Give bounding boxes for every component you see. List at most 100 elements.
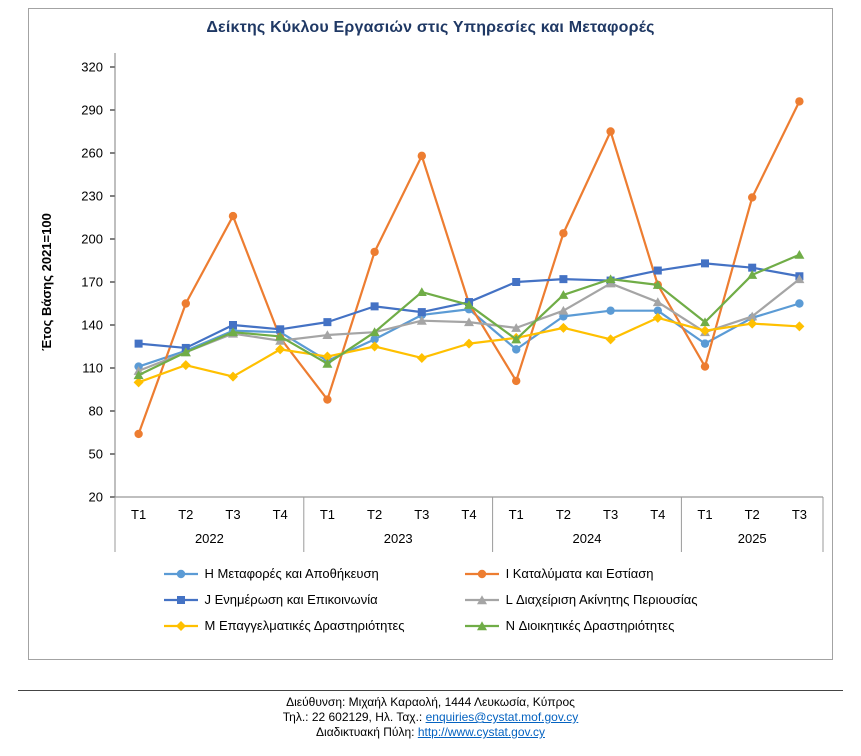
footer-email-link[interactable]: enquiries@cystat.mof.gov.cy [425,710,579,724]
data-point-circle [700,362,709,371]
legend-item: N Διοικητικές Δραστηριότητες [464,618,698,633]
y-tick-label: 290 [81,103,103,118]
data-point-diamond [699,325,710,336]
data-point-square [511,278,520,286]
footer-address: Διεύθυνση: Μιχαήλ Καραολή, 1444 Λευκωσία… [286,695,575,709]
data-point-triangle [652,297,663,307]
x-year-label: 2023 [383,531,412,546]
legend-label: N Διοικητικές Δραστηριότητες [505,618,675,633]
data-point-diamond [274,344,285,355]
x-tick-label: T2 [744,507,759,522]
legend-marker-triangle [464,594,499,604]
data-point-triangle [227,327,238,337]
data-point-diamond [321,351,332,362]
data-point-diamond [133,377,144,388]
data-point-diamond [652,312,663,323]
data-point-triangle [510,323,521,332]
legend-label: H Μεταφορές και Αποθήκευση [204,566,379,581]
data-point-diamond [463,338,474,349]
chart-title: Δείκτης Κύκλου Εργασιών στις Υπηρεσίες κ… [206,19,655,36]
legend-label: I Καταλύματα και Εστίαση [505,566,654,581]
data-point-triangle [557,290,568,299]
footer-portal-link[interactable]: http://www.cystat.gov.cy [417,725,545,739]
y-tick-label: 140 [81,318,103,333]
data-point-triangle [416,287,427,297]
legend-label: M Επαγγελματικές Δραστηριότητες [204,618,405,633]
data-point-diamond [416,352,427,363]
data-point-diamond [793,321,804,332]
x-tick-label: T4 [272,507,287,522]
x-tick-label: T4 [650,507,665,522]
y-tick-label: 20 [88,490,102,505]
data-point-square [134,339,143,348]
y-axis-title: Έτος Βάσης 2021=100 [39,213,54,351]
legend-marker-circle [163,569,198,578]
data-point-diamond [557,322,568,333]
footer: Διεύθυνση: Μιχαήλ Καραολή, 1444 Λευκωσία… [18,690,843,740]
data-point-square [322,318,331,327]
data-point-diamond [746,318,757,329]
data-point-circle [747,193,756,202]
data-point-triangle [605,274,616,284]
x-tick-label: T1 [319,507,334,522]
legend-label: J Ενημέρωση και Επικοινωνία [204,592,378,607]
y-tick-label: 80 [88,404,102,419]
data-point-circle [700,339,709,348]
chart-legend: H Μεταφορές και Αποθήκευση I Καταλύματα κ… [29,566,832,633]
data-point-circle [558,229,568,238]
data-point-square [747,263,756,272]
data-point-circle [605,127,615,136]
series-line [136,316,801,384]
data-point-diamond [227,371,238,382]
x-year-label: 2022 [194,531,223,546]
legend-marker-square [163,595,198,604]
footer-portal-label: Διαδικτυακή Πύλη: [316,725,418,739]
legend-label: L Διαχείριση Ακίνητης Περιουσίας [505,592,698,607]
y-tick-label: 200 [81,232,103,247]
data-point-triangle [699,317,710,327]
data-point-circle [605,306,615,315]
line-chart-plot: 20 50 80 110 140 170 200 230 260 290 320 Έτος Βάσης… [39,53,823,552]
x-tick-label: T2 [367,507,382,522]
data-point-circle [369,247,379,257]
x-year-label: 2024 [572,531,601,546]
legend-item: M Επαγγελματικές Δραστηριότητες [163,618,405,633]
data-point-circle [133,429,143,439]
data-point-circle [322,395,332,404]
data-point-square [558,275,567,284]
x-tick-label: T3 [414,507,429,522]
data-point-circle [794,299,804,308]
data-point-triangle [463,300,474,309]
data-point-triangle [793,249,804,259]
data-point-triangle [133,370,144,380]
footer-phone-label: Τηλ.: 22 602129, Ηλ. Ταχ.: [282,710,426,724]
data-point-triangle [746,311,757,321]
legend-item: H Μεταφορές και Αποθήκευση [163,566,405,581]
y-tick-label: 230 [81,189,103,204]
x-tick-label: T3 [603,507,618,522]
data-point-circle [794,97,804,106]
x-tick-label: T3 [791,507,806,522]
footer-portal: Διαδικτυακή Πύλη: http://www.cystat.gov.… [18,725,843,740]
data-point-triangle [416,315,427,325]
data-point-triangle [652,280,663,289]
legend-item: J Ενημέρωση και Επικοινωνία [163,592,405,607]
x-tick-label: T2 [555,507,570,522]
y-tick-label: 110 [82,361,103,376]
data-point-triangle [321,358,332,368]
chart-container: Δείκτης Κύκλου Εργασιών στις Υπηρεσίες κ… [28,8,833,660]
data-point-square [275,325,284,334]
data-point-triangle [510,334,521,344]
data-point-diamond [180,360,191,371]
x-year-label: 2025 [737,531,766,546]
data-point-square [370,302,379,311]
data-point-square [700,259,709,268]
data-point-circle [181,299,190,308]
x-tick-label: T1 [508,507,523,522]
series-line [136,100,801,436]
data-point-triangle [746,270,757,279]
data-point-diamond [605,334,616,345]
data-point-triangle [369,327,380,337]
data-point-square [653,266,662,275]
y-tick-label: 170 [81,275,103,290]
